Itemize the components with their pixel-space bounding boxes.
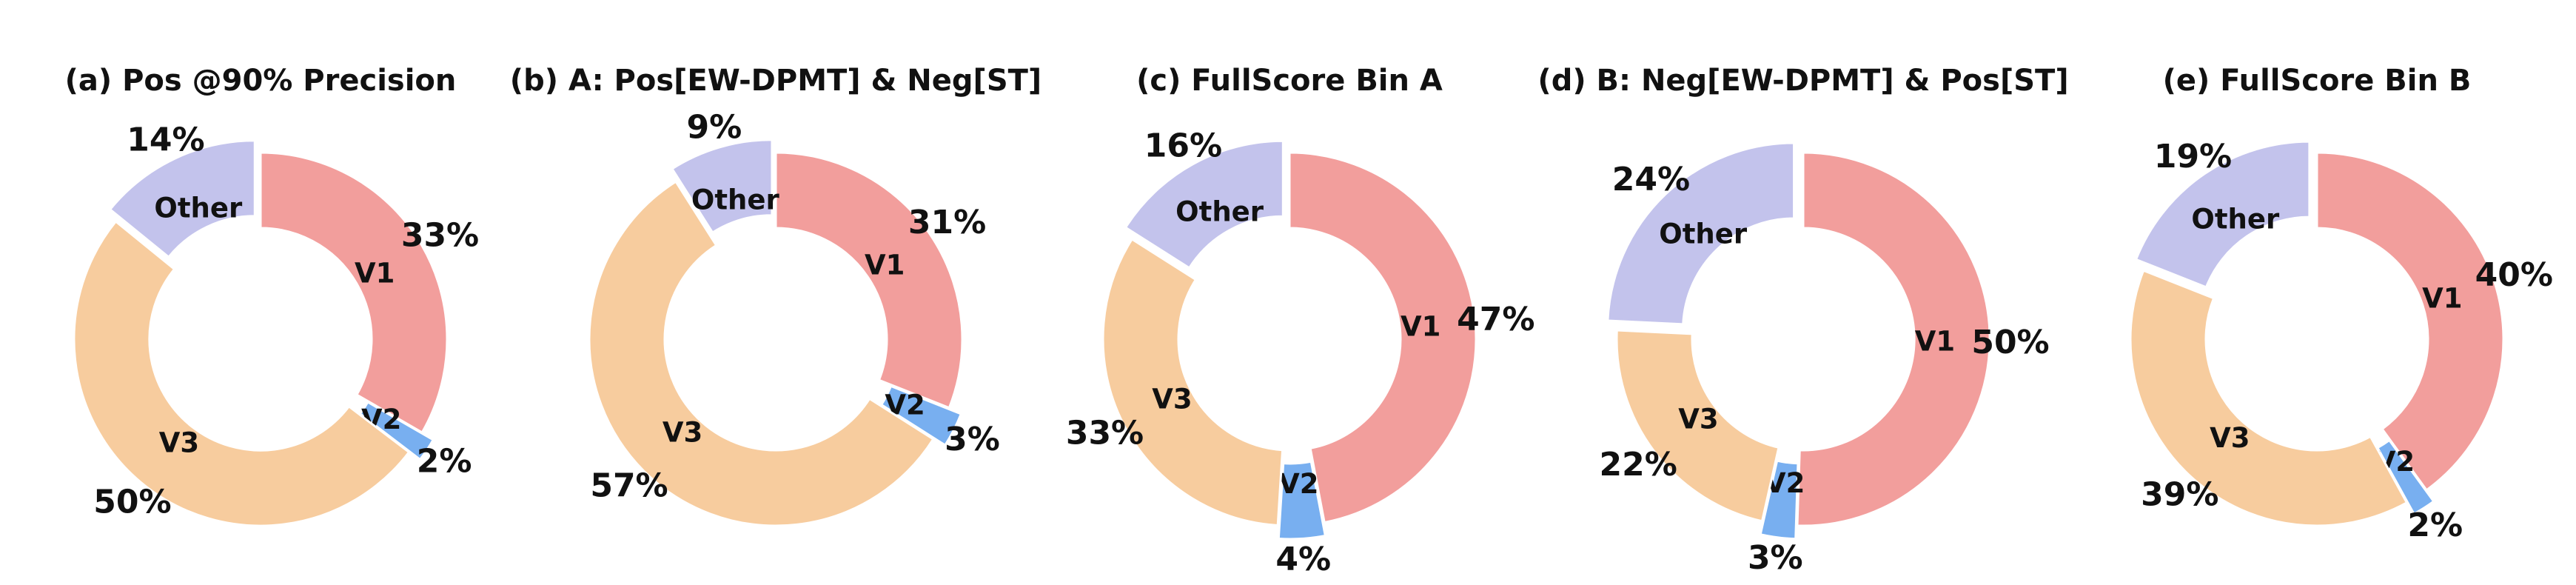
value-label-other: 14% [127,121,204,158]
panel-title: (a) Pos @90% Precision [65,64,457,98]
value-label-other: 16% [1144,127,1222,164]
panel-title: (c) FullScore Bin A [1136,64,1443,98]
value-label-v2: 2% [417,443,472,481]
slice-v1 [2315,151,2505,492]
value-label-v2: 2% [2407,507,2463,544]
slice-v2 [1759,459,1799,541]
slice-v3 [588,180,935,527]
category-label-other: Other [1659,218,1748,250]
donut-panel-3: (c) FullScore Bin A 47% V1 4% V2 33%V3 16% Othe… [1066,64,1535,578]
panel-title: (d) B: Neg[EW-DPMT] & Pos[ST] [1537,64,2068,98]
category-label-v1: V1 [865,249,905,281]
category-label-other: Other [154,193,243,224]
category-label-v3: V3 [159,427,199,458]
category-label-v1: V1 [355,258,395,290]
value-label-v2: 3% [945,421,1000,458]
panel-title: (b) A: Pos[EW-DPMT] & Neg[ST] [510,64,1042,98]
category-label-v1: V1 [1401,311,1440,343]
category-label-v2: V2 [1278,468,1318,500]
value-label-other: 19% [2154,138,2232,176]
value-label-other: 24% [1612,161,1690,198]
category-label-v3: V3 [663,416,702,448]
category-label-other: Other [2191,203,2280,235]
value-label-v1: 47% [1457,301,1534,338]
value-label-v1: 31% [908,204,986,241]
category-label-v3: V3 [1678,403,1718,435]
value-label-v3: 33% [1066,415,1144,452]
slice-v1 [1796,151,1991,527]
slice-other [670,138,774,235]
slice-other [2134,140,2311,289]
slice-v3 [1615,329,1780,523]
panel-title: (e) FullScore Bin B [2163,64,2472,98]
value-label-v1: 40% [2475,256,2553,294]
value-label-other: 9% [687,108,742,146]
slice-v2 [879,384,963,447]
slice-v1 [774,151,964,410]
category-label-v3: V3 [1152,383,1192,415]
slice-v1 [259,151,449,435]
slice-v3 [2129,269,2409,527]
value-label-v3: 57% [590,467,668,505]
slice-v2 [1277,460,1327,541]
donut-panel-4: (d) B: Neg[EW-DPMT] & Pos[ST]50%V13%V222… [1537,64,2068,577]
donut-panel-5: (e) FullScore Bin B40%V12%V239%V319%Othe… [2129,64,2553,544]
value-label-v1: 50% [1971,324,2049,361]
slice-v1 [1288,151,1477,524]
value-label-v1: 33% [401,217,479,255]
value-label-v3: 39% [2141,476,2218,514]
category-label-other: Other [1175,196,1264,228]
category-label-other: Other [691,184,780,215]
category-label-v3: V3 [2210,422,2250,454]
slice-v3 [73,219,411,527]
slice-other [1606,141,1796,326]
value-label-v3: 22% [1600,446,1677,484]
category-label-v1: V1 [2422,283,2462,315]
category-label-v1: V1 [1915,325,1955,357]
donut-panel-1: (a) Pos @90% Precision33%V12%V250%V314%O… [65,64,479,527]
slice-other [108,139,256,259]
value-label-v3: 50% [93,484,171,521]
donut-panel-2: (b) A: Pos[EW-DPMT] & Neg[ST]31%V13%V257… [510,64,1042,527]
slice-v3 [1101,237,1284,527]
value-label-v2: 3% [1748,539,1803,577]
slice-other [1124,139,1284,270]
value-label-v2: 4% [1275,541,1331,578]
